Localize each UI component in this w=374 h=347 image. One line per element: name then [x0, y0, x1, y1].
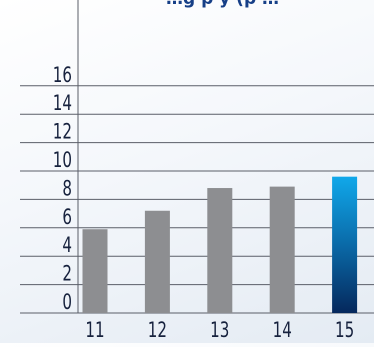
y-tick-label: 0: [62, 291, 72, 315]
x-tick-label: 15: [335, 319, 354, 343]
y-tick-label: 4: [62, 234, 72, 258]
y-tick-label: 12: [53, 120, 72, 144]
y-tick-label: 8: [62, 177, 72, 201]
bar: [269, 186, 295, 313]
y-axis-ticks: 0 2 4 6 8 10 12 14 16: [53, 63, 72, 314]
bar: [207, 188, 233, 313]
chart-title-fragment: …g p y (p …: [166, 0, 279, 9]
grid-layer: [20, 0, 374, 314]
y-tick-label: 6: [62, 205, 72, 229]
y-tick-label: 14: [53, 92, 72, 116]
y-tick-label: 16: [53, 63, 72, 87]
bar: [144, 210, 170, 313]
x-axis-ticks: 11 12 13 14 15: [85, 319, 354, 343]
bar: [82, 229, 108, 313]
y-tick-label: 10: [53, 149, 72, 173]
y-tick-label: 2: [62, 262, 72, 286]
bar-highlighted: [332, 176, 358, 313]
x-tick-label: 11: [85, 319, 104, 343]
x-tick-label: 12: [148, 319, 167, 343]
x-tick-label: 14: [273, 319, 292, 343]
x-tick-label: 13: [210, 319, 229, 343]
bar-layer: [82, 176, 358, 313]
